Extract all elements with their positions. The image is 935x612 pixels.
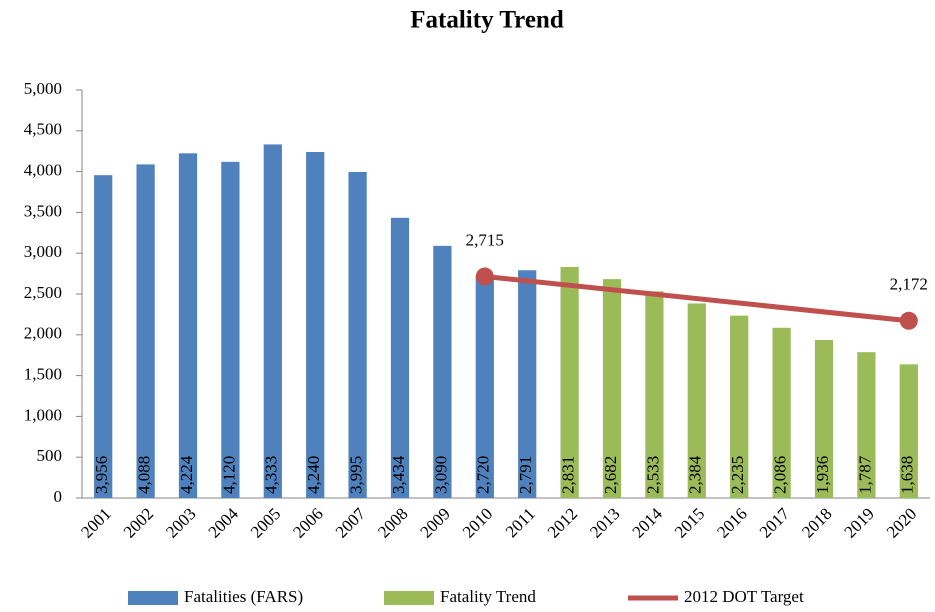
x-tick-label: 2004 [205,504,243,542]
x-tick-label: 2011 [502,504,539,541]
bar [602,279,622,498]
x-tick-label: 2020 [883,504,920,541]
data-label: 3,434 [389,455,408,494]
x-tick-label: 2009 [417,504,454,541]
data-label: 4,088 [135,456,154,494]
data-label: 2,720 [474,456,493,494]
data-label: 2,235 [728,456,747,494]
bar [518,270,537,498]
y-tick-label: 4,500 [24,120,62,139]
bar [814,340,834,498]
bar [306,152,325,499]
data-label: 1,936 [813,456,832,494]
x-tick-label: 2002 [120,504,157,541]
data-label: 4,120 [219,456,238,494]
data-label: 2,715 [466,230,504,249]
target-point [899,311,918,330]
data-label: 1,787 [855,455,874,494]
bar [899,364,918,498]
y-tick-label: 4,000 [24,161,62,180]
y-tick-label: 0 [54,487,63,506]
bar [475,276,494,498]
bar [348,172,367,498]
y-tick-label: 3,500 [24,201,62,220]
target-line [484,273,910,324]
x-tick-label: 2001 [77,504,114,541]
data-label: 2,791 [516,456,535,494]
x-tick-label: 2008 [374,504,411,541]
data-label: 4,333 [262,456,281,494]
x-tick-label: 2016 [713,504,750,541]
y-tick-label: 3,000 [24,242,62,261]
data-label: 4,224 [177,455,196,494]
bar [730,315,749,498]
bar [645,291,664,498]
x-tick-label: 2010 [459,504,496,541]
bar [772,327,791,498]
data-label: 2,831 [559,456,578,494]
bar [94,175,113,498]
bar [857,352,876,498]
legend-label: Fatality Trend [440,587,536,606]
data-label: 2,384 [686,455,705,494]
data-label: 2,682 [601,456,620,494]
y-tick-label: 1,500 [24,365,62,384]
y-tick-label: 1,000 [24,405,62,424]
data-label: 2,172 [890,275,928,294]
y-tick-label: 5,000 [24,79,62,98]
data-label: 2,086 [771,456,790,494]
data-label: 3,956 [92,456,111,494]
legend-label: 2012 DOT Target [684,587,804,606]
x-tick-label: 2017 [756,504,794,542]
data-label: 4,240 [304,456,323,494]
x-tick-label: 2018 [798,504,835,541]
bar [560,266,579,498]
bar [263,144,282,499]
data-label: 3,995 [347,456,366,494]
y-tick-label: 2,000 [24,324,62,343]
bar [687,303,706,498]
chart-title: Fatality Trend [410,7,564,34]
y-tick-label: 500 [37,446,63,465]
bar [136,164,155,499]
data-label: 3,090 [431,456,450,494]
x-tick-label: 2012 [544,504,581,541]
bar [390,217,410,499]
target-point [475,267,494,286]
legend-swatch [128,591,178,605]
x-tick-label: 2005 [247,504,284,541]
x-tick-label: 2014 [629,504,667,542]
legend-swatch [384,591,434,605]
x-tick-label: 2003 [162,504,199,541]
bar [433,245,452,498]
legend-label: Fatalities (FARS) [184,587,303,606]
x-tick-label: 2019 [841,504,878,541]
y-tick-label: 2,500 [24,283,62,302]
x-tick-label: 2013 [586,504,623,541]
data-label: 1,638 [898,456,917,494]
bar [221,161,240,499]
bar [178,153,198,498]
data-label: 2,533 [643,456,662,494]
x-tick-label: 2006 [289,504,326,541]
x-tick-label: 2007 [332,504,370,542]
x-tick-label: 2015 [671,504,708,541]
